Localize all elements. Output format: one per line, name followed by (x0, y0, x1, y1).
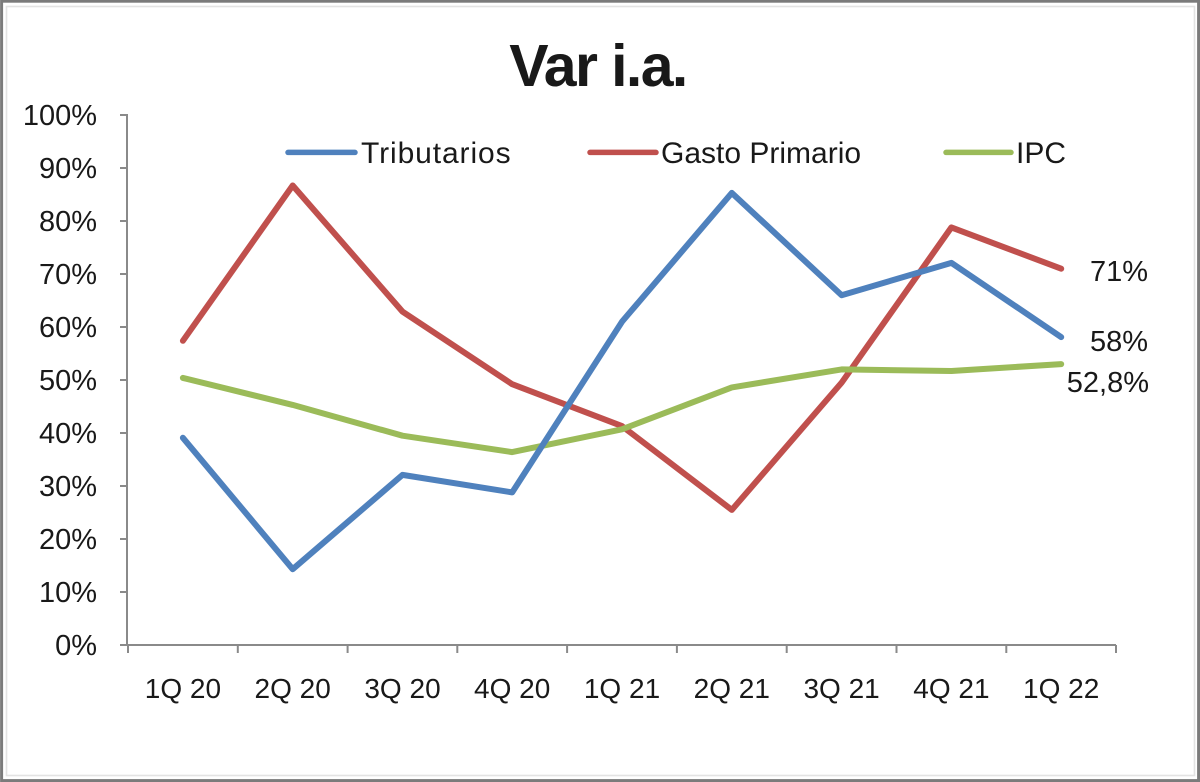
svg-text:40%: 40% (39, 418, 97, 450)
svg-text:4Q 21: 4Q 21 (913, 673, 989, 704)
svg-text:Tributarios: Tributarios (361, 137, 512, 170)
svg-text:10%: 10% (39, 577, 97, 609)
svg-text:58%: 58% (1090, 326, 1148, 358)
svg-text:70%: 70% (39, 259, 97, 291)
svg-text:0%: 0% (55, 630, 97, 662)
svg-text:52,8%: 52,8% (1067, 367, 1149, 399)
svg-text:1Q 20: 1Q 20 (145, 673, 221, 704)
svg-text:30%: 30% (39, 471, 97, 503)
svg-text:71%: 71% (1090, 256, 1148, 288)
svg-text:1Q 22: 1Q 22 (1023, 673, 1099, 704)
svg-text:2Q 20: 2Q 20 (255, 673, 331, 704)
svg-text:1Q 21: 1Q 21 (584, 673, 660, 704)
svg-text:Var i.a.: Var i.a. (509, 33, 686, 99)
svg-text:90%: 90% (39, 153, 97, 185)
svg-text:80%: 80% (39, 206, 97, 238)
svg-text:IPC: IPC (1016, 137, 1066, 170)
svg-text:3Q 20: 3Q 20 (364, 673, 440, 704)
svg-text:50%: 50% (39, 365, 97, 397)
svg-text:20%: 20% (39, 524, 97, 556)
svg-text:2Q 21: 2Q 21 (694, 673, 770, 704)
svg-text:Gasto Primario: Gasto Primario (661, 137, 861, 170)
svg-text:4Q 20: 4Q 20 (474, 673, 550, 704)
svg-text:100%: 100% (23, 100, 97, 132)
svg-text:60%: 60% (39, 312, 97, 344)
svg-text:3Q 21: 3Q 21 (803, 673, 879, 704)
